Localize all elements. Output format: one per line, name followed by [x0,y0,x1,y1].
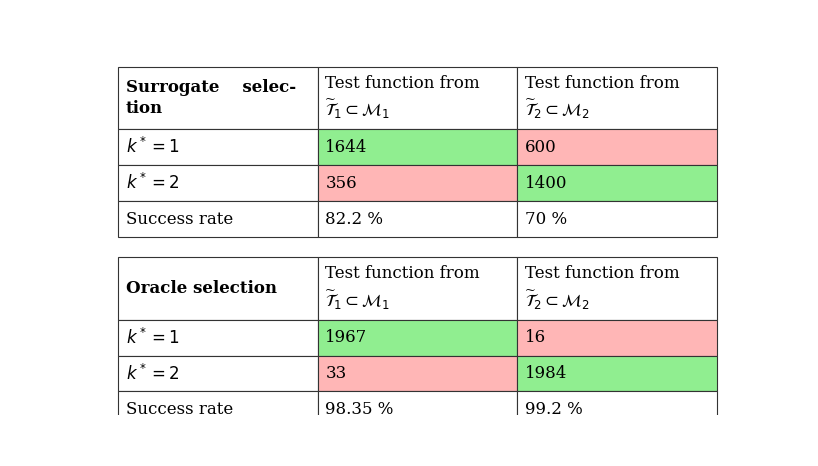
Text: 70 %: 70 % [525,211,567,228]
Text: 98.35 %: 98.35 % [326,401,393,418]
Text: 600: 600 [525,139,557,156]
Bar [317,391,518,427]
Text: $k^* = 2$: $k^* = 2$ [126,363,179,384]
Text: Test function from
$\widetilde{\mathcal{T}}_2 \subset \mathcal{M}_2$: Test function from $\widetilde{\mathcal{… [525,265,680,312]
Bar [118,201,317,237]
Text: 99.2 %: 99.2 % [525,401,583,418]
Text: $k^* = 2$: $k^* = 2$ [126,173,179,193]
Text: 1967: 1967 [326,329,367,346]
Text: Test function from
$\widetilde{\mathcal{T}}_1 \subset \mathcal{M}_1$: Test function from $\widetilde{\mathcal{… [326,265,480,312]
Bar [518,320,717,356]
Text: 16: 16 [525,329,546,346]
Bar [518,356,717,391]
Bar [317,320,518,356]
Bar [317,165,518,201]
Text: Test function from
$\widetilde{\mathcal{T}}_1 \subset \mathcal{M}_1$: Test function from $\widetilde{\mathcal{… [326,75,480,122]
Text: 356: 356 [326,175,357,192]
Bar [518,165,717,201]
Text: 1644: 1644 [326,139,368,156]
Bar [317,130,518,165]
Bar [118,391,317,427]
Text: Success rate: Success rate [126,401,233,418]
Text: 33: 33 [326,365,347,382]
Text: 82.2 %: 82.2 % [326,211,384,228]
Text: $k^* = 1$: $k^* = 1$ [126,137,179,158]
Text: Surrogate    selec-
tion: Surrogate selec- tion [126,79,296,117]
Bar [118,165,317,201]
Text: Success rate: Success rate [126,211,233,228]
Text: $k^* = 1$: $k^* = 1$ [126,328,179,348]
Bar [518,67,717,130]
Bar [118,67,317,130]
Bar [118,356,317,391]
Bar [518,391,717,427]
Text: Oracle selection: Oracle selection [126,280,276,297]
Text: Test function from
$\widetilde{\mathcal{T}}_2 \subset \mathcal{M}_2$: Test function from $\widetilde{\mathcal{… [525,75,680,122]
Text: 1400: 1400 [525,175,568,192]
Text: 1984: 1984 [525,365,568,382]
Bar [518,257,717,320]
Bar [118,130,317,165]
Bar [118,257,317,320]
Bar [518,201,717,237]
Bar [317,257,518,320]
Bar [317,201,518,237]
Bar [317,356,518,391]
Bar [518,130,717,165]
Bar [118,320,317,356]
Bar [317,67,518,130]
